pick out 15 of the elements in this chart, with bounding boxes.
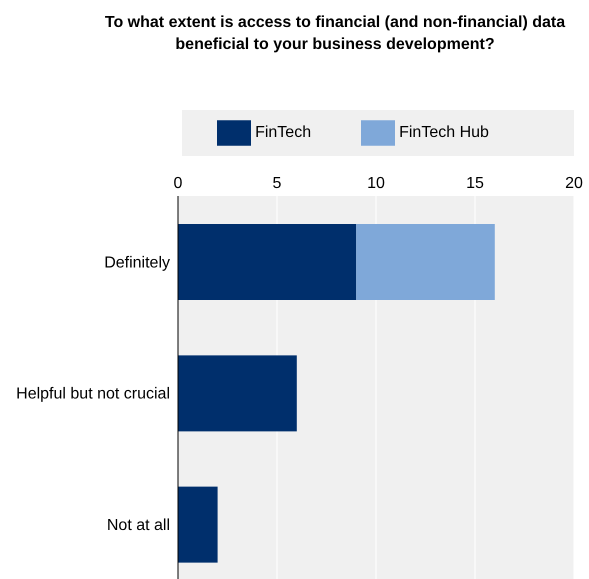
legend-label: FinTech Hub	[399, 124, 489, 142]
y-tick-label: Not at all	[106, 517, 170, 534]
chart-title: To what extent is access to financial (and non-financial) data beneficial to your business development?	[104, 13, 566, 55]
x-tick-label: 0	[174, 175, 183, 192]
bar	[356, 224, 495, 300]
x-tick-label: 15	[466, 175, 484, 192]
x-tick-label: 5	[272, 175, 282, 192]
x-tick-label: 20	[565, 175, 583, 192]
y-tick-label: Definitely	[104, 254, 170, 272]
y-tick-label: Helpful but not crucial	[16, 386, 170, 403]
x-tick-label: 10	[367, 175, 385, 192]
legend-label: FinTech	[255, 124, 312, 142]
bar	[178, 486, 218, 563]
bar	[178, 355, 297, 432]
bar	[178, 224, 356, 300]
